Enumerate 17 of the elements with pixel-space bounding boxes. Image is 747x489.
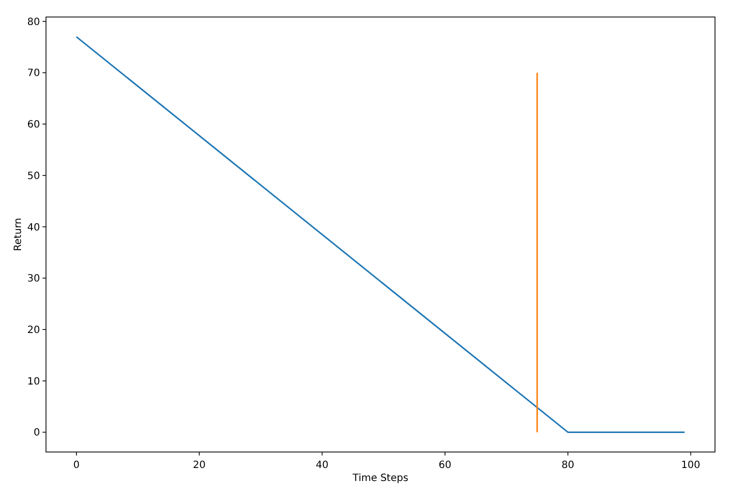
x-tick-label: 20 xyxy=(192,460,206,471)
y-tick-label: 40 xyxy=(27,222,40,234)
y-axis-title: Return xyxy=(13,218,24,252)
y-tick-label: 80 xyxy=(27,16,40,28)
y-tick-label: 0 xyxy=(34,428,40,439)
x-tick-label: 40 xyxy=(316,460,329,471)
x-tick-label: 60 xyxy=(438,460,452,471)
x-tick-label: 0 xyxy=(73,460,80,471)
y-tick-label: 10 xyxy=(27,376,40,388)
x-tick-label: 80 xyxy=(562,460,574,471)
y-tick-label: 70 xyxy=(27,68,40,80)
x-axis-title: Time Steps xyxy=(352,473,408,484)
y-tick-label: 30 xyxy=(27,274,40,285)
y-tick-label: 20 xyxy=(27,325,40,336)
y-tick-label: 50 xyxy=(27,170,40,182)
x-tick-label: 100 xyxy=(681,460,700,471)
y-tick-label: 60 xyxy=(27,120,40,131)
